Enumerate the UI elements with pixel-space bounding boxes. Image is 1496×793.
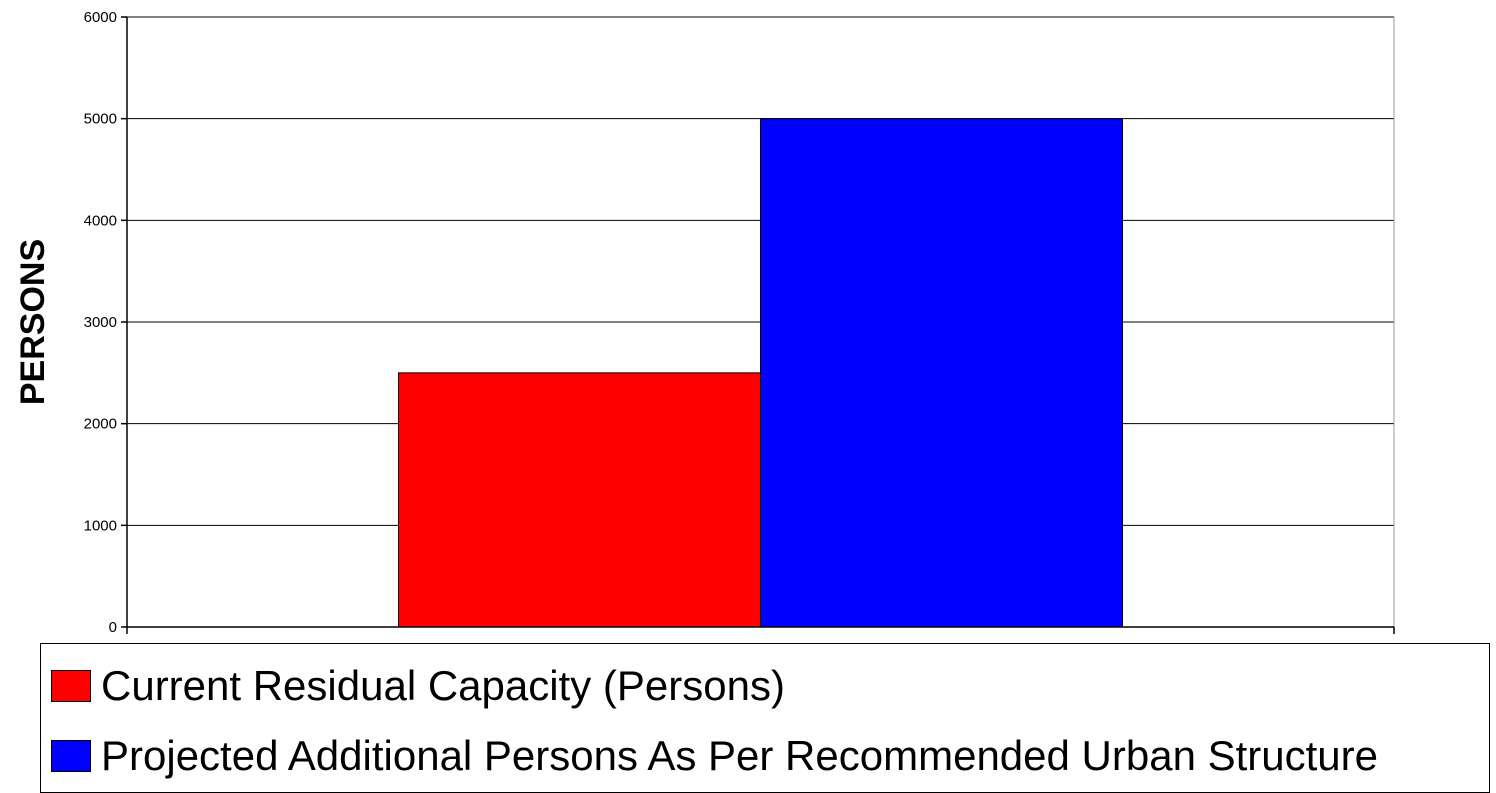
y-tick-label: 2000 — [84, 416, 117, 433]
bar-current-residual-capacity — [398, 372, 761, 628]
bars — [398, 118, 1123, 628]
y-tick-label: 3000 — [84, 314, 117, 331]
y-axis-label: PERSONS — [14, 239, 52, 405]
y-tick-labels: 0 1000 2000 3000 4000 5000 6000 — [84, 9, 117, 636]
axes — [121, 16, 1395, 634]
legend-item-projected-additional-persons: Projected Additional Persons As Per Reco… — [51, 726, 1378, 786]
y-tick-label: 1000 — [84, 517, 117, 534]
y-tick-label: 5000 — [84, 111, 117, 128]
legend-swatch-red — [51, 670, 91, 702]
legend-swatch-blue — [51, 740, 91, 772]
legend-label: Current Residual Capacity (Persons) — [101, 662, 785, 709]
legend-item-current-residual-capacity: Current Residual Capacity (Persons) — [51, 656, 785, 716]
legend: Current Residual Capacity (Persons) Proj… — [40, 643, 1490, 793]
y-tick-label: 0 — [109, 619, 117, 636]
bar-projected-additional-persons — [760, 118, 1123, 628]
y-tick-label: 6000 — [84, 9, 117, 26]
y-tick-label: 4000 — [84, 212, 117, 229]
chart-plot: 0 1000 2000 3000 4000 5000 6000 PERSONS — [14, 9, 1395, 636]
legend-label: Projected Additional Persons As Per Reco… — [101, 732, 1379, 779]
